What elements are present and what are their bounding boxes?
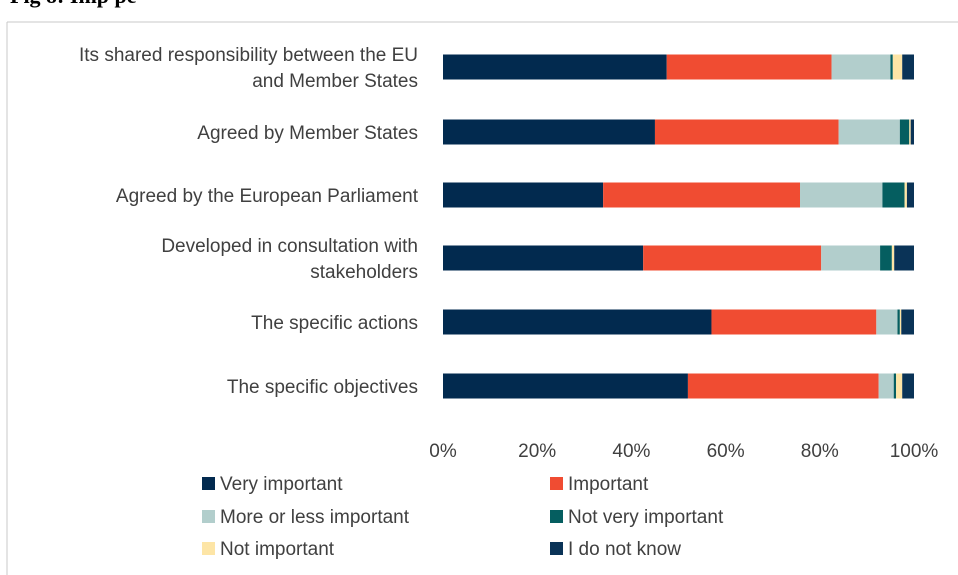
- x-tick-label: 60%: [707, 441, 745, 462]
- legend-swatch: [202, 510, 215, 523]
- bar-segment-important: [666, 54, 832, 80]
- bar-segment-not-very-important: [890, 54, 893, 80]
- legend-swatch: [550, 542, 563, 555]
- bar-segment-not-very-important: [880, 245, 892, 271]
- category-label: Developed in consultation with: [161, 236, 418, 257]
- bar-segment-more-or-less-important: [878, 373, 894, 399]
- bar-segment-i-do-not-know: [901, 309, 914, 335]
- x-tick-label: 100%: [890, 441, 939, 462]
- category-label: The specific actions: [251, 313, 418, 334]
- bar-segment-very-important: [443, 182, 604, 208]
- bar-segment-not-very-important: [882, 182, 905, 208]
- bar-segment-more-or-less-important: [831, 54, 891, 80]
- x-axis-ticks: 0% 20% 40% 60% 80% 100%: [429, 441, 938, 462]
- bar-segment-not-very-important: [899, 119, 910, 145]
- legend-swatch: [550, 477, 563, 490]
- bar-segment-not-important: [899, 309, 902, 335]
- legend-label: More or less important: [220, 507, 410, 528]
- legend-label: Very important: [220, 474, 343, 495]
- legend-swatch: [202, 542, 215, 555]
- figure-title: Fig 8: Imp pe: [10, 0, 137, 8]
- bar-segment-important: [687, 373, 879, 399]
- category-label: Its shared responsibility between the EU: [79, 45, 418, 66]
- bar-segment-important: [711, 309, 877, 335]
- bar-segment-more-or-less-important: [821, 245, 881, 271]
- legend-label: Not important: [220, 539, 335, 560]
- bar-segment-important: [654, 119, 839, 145]
- bar-segment-very-important: [443, 54, 667, 80]
- x-tick-label: 20%: [518, 441, 556, 462]
- bar-segment-not-important: [896, 373, 903, 399]
- bars: [443, 54, 914, 399]
- legend-label: Not very important: [568, 507, 724, 528]
- bar-segment-not-important: [891, 245, 895, 271]
- category-label: Agreed by Member States: [197, 123, 418, 144]
- category-label: stakeholders: [310, 262, 418, 283]
- legend-swatch: [550, 510, 563, 523]
- bar-segment-very-important: [443, 245, 644, 271]
- x-tick-label: 0%: [429, 441, 457, 462]
- legend-label: I do not know: [568, 539, 681, 560]
- bar-segment-important: [603, 182, 801, 208]
- bar-segment-not-very-important: [893, 373, 897, 399]
- bar-segment-not-important: [909, 119, 911, 145]
- bar-segment-very-important: [443, 373, 688, 399]
- legend-swatch: [202, 477, 215, 490]
- category-label: Agreed by the European Parliament: [116, 186, 419, 207]
- category-labels: Its shared responsibility between the EU…: [79, 45, 419, 398]
- bar-segment-i-do-not-know: [894, 245, 914, 271]
- bar-segment-i-do-not-know: [906, 182, 914, 208]
- bar-segment-more-or-less-important: [838, 119, 900, 145]
- bar-segment-more-or-less-important: [876, 309, 898, 335]
- x-tick-label: 80%: [801, 441, 839, 462]
- legend-label: Important: [568, 474, 649, 495]
- bar-segment-more-or-less-important: [800, 182, 883, 208]
- bar-segment-not-important: [904, 182, 907, 208]
- bar-segment-very-important: [443, 119, 655, 145]
- bar-segment-i-do-not-know: [902, 54, 914, 80]
- bar-segment-not-very-important: [897, 309, 900, 335]
- bar-segment-i-do-not-know: [902, 373, 914, 399]
- category-label: The specific objectives: [227, 377, 418, 398]
- x-tick-label: 40%: [612, 441, 650, 462]
- bar-segment-important: [643, 245, 822, 271]
- bar-segment-very-important: [443, 309, 712, 335]
- bar-segment-i-do-not-know: [910, 119, 914, 145]
- category-label: and Member States: [252, 71, 418, 92]
- bar-segment-not-important: [892, 54, 903, 80]
- legend: Very important Important More or less impo…: [202, 474, 724, 560]
